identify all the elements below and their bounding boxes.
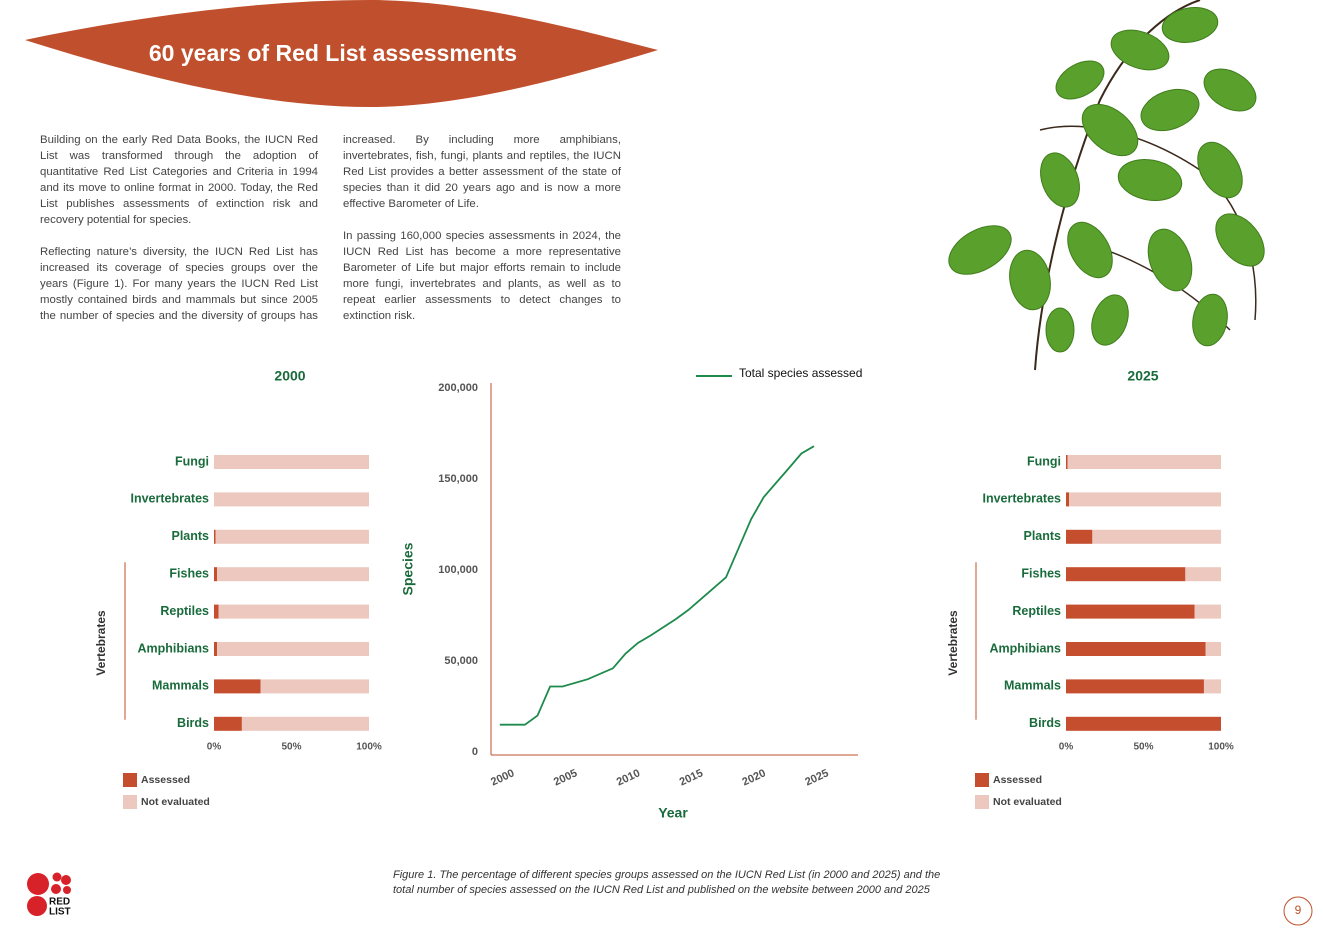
bar-segment xyxy=(214,642,218,656)
category-label: Fishes xyxy=(169,566,209,580)
bar-segment xyxy=(1066,492,1070,507)
x-tick-label: 2010 xyxy=(615,767,642,788)
paragraph: Reflecting nature’s diversity, the IUCN … xyxy=(40,134,621,322)
bar-segment xyxy=(214,567,218,582)
category-label: Birds xyxy=(1029,716,1061,730)
body-text: Building on the early Red Data Books, th… xyxy=(40,132,621,328)
x-tick-label: 50% xyxy=(281,742,301,753)
title-banner xyxy=(25,0,658,107)
bar-segment xyxy=(1205,642,1221,656)
bar-segment xyxy=(217,567,369,582)
bar-segment xyxy=(1092,529,1221,544)
bar-segment xyxy=(214,455,369,469)
chart-title: 2000 xyxy=(274,368,305,384)
group-label: Vertebrates xyxy=(946,610,960,676)
x-tick-label: 0% xyxy=(1059,742,1074,753)
bar-segment xyxy=(1194,604,1221,619)
category-label: Birds xyxy=(177,716,209,730)
bar-segment xyxy=(214,679,261,694)
x-tick-label: 2015 xyxy=(678,767,705,788)
bar-segment xyxy=(260,679,369,694)
y-tick-label: 0 xyxy=(472,746,478,758)
x-tick-label: 100% xyxy=(356,742,382,753)
x-tick-label: 100% xyxy=(1208,742,1234,753)
legend-swatch xyxy=(975,795,989,809)
legend-label: Assessed xyxy=(141,774,190,786)
bar-segment xyxy=(1067,455,1221,469)
logo-text: RED xyxy=(49,897,70,908)
x-tick-label: 2005 xyxy=(552,767,579,788)
bar-segment xyxy=(1066,679,1204,694)
bar-segment xyxy=(1066,716,1221,731)
bar-segment xyxy=(215,529,369,544)
paragraph: Building on the early Red Data Books, th… xyxy=(40,134,318,226)
category-label: Mammals xyxy=(1004,679,1061,693)
category-label: Invertebrates xyxy=(130,492,209,506)
category-label: Mammals xyxy=(152,679,209,693)
category-label: Fungi xyxy=(175,454,209,468)
bar-segment xyxy=(1066,567,1186,582)
x-tick-label: 2025 xyxy=(803,767,830,788)
logo-text: LIST xyxy=(49,907,71,918)
bar-segment xyxy=(214,604,219,619)
bar-segment xyxy=(217,642,369,656)
y-tick-label: 200,000 xyxy=(438,382,478,394)
category-label: Fishes xyxy=(1021,566,1061,580)
bar-segment xyxy=(1069,492,1221,507)
bar-segment xyxy=(1066,529,1093,544)
figure-caption: Figure 1. The percentage of different sp… xyxy=(393,869,941,896)
paragraph: In passing 160,000 species assessments i… xyxy=(343,230,621,322)
leaf-decoration xyxy=(948,0,1265,371)
line-series xyxy=(499,445,815,726)
category-label: Amphibians xyxy=(989,641,1061,655)
category-label: Reptiles xyxy=(160,604,209,618)
bar-segment xyxy=(241,716,369,731)
chart-title: 2025 xyxy=(1127,368,1158,384)
category-label: Plants xyxy=(171,529,209,543)
category-label: Plants xyxy=(1023,529,1061,543)
legend-swatch xyxy=(975,773,989,787)
bar-segment xyxy=(1203,679,1221,694)
legend-label: Assessed xyxy=(993,774,1042,786)
bar-segment xyxy=(1185,567,1221,582)
bar-segment xyxy=(1066,604,1195,619)
bar-segment xyxy=(1066,455,1068,469)
x-tick-label: 0% xyxy=(207,742,222,753)
category-label: Reptiles xyxy=(1012,604,1061,618)
x-tick-label: 2000 xyxy=(489,767,516,788)
legend-label: Not evaluated xyxy=(993,796,1062,808)
x-tick-label: 2020 xyxy=(740,767,767,788)
category-label: Amphibians xyxy=(137,641,209,655)
logo: RED LIST xyxy=(27,872,71,918)
legend-swatch xyxy=(123,795,137,809)
legend-label: Not evaluated xyxy=(141,796,210,808)
legend-swatch xyxy=(123,773,137,787)
page-title: 60 years of Red List assessments xyxy=(149,40,517,66)
bar-segment xyxy=(214,716,242,731)
legend-label: Total species assessed xyxy=(739,366,862,380)
page-number-ring xyxy=(1283,896,1313,926)
y-tick-label: 150,000 xyxy=(438,473,478,485)
bar-segment xyxy=(218,604,369,619)
category-label: Fungi xyxy=(1027,454,1061,468)
x-axis-title: Year xyxy=(658,805,688,821)
y-tick-label: 100,000 xyxy=(438,564,478,576)
page-number: 9 xyxy=(1295,903,1302,917)
bar-segment xyxy=(214,529,216,544)
x-tick-label: 50% xyxy=(1133,742,1153,753)
bar-segment xyxy=(1066,642,1206,656)
y-axis-title: Species xyxy=(400,542,416,595)
bar-segment xyxy=(214,492,369,507)
y-tick-label: 50,000 xyxy=(444,655,478,667)
group-label: Vertebrates xyxy=(94,610,108,676)
category-label: Invertebrates xyxy=(982,492,1061,506)
